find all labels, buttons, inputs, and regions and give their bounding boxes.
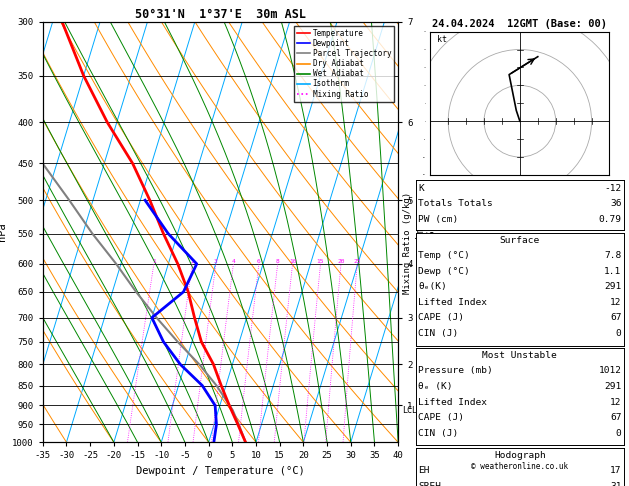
Text: 15: 15	[317, 259, 325, 264]
Text: 1: 1	[152, 259, 156, 264]
Text: 2: 2	[191, 259, 194, 264]
Text: 291: 291	[604, 382, 621, 391]
Text: PW (cm): PW (cm)	[418, 215, 459, 224]
Text: 24.04.2024  12GMT (Base: 00): 24.04.2024 12GMT (Base: 00)	[432, 19, 608, 30]
Text: θₑ(K): θₑ(K)	[418, 282, 447, 292]
Text: 20: 20	[337, 259, 345, 264]
Text: Pressure (mb): Pressure (mb)	[418, 366, 493, 376]
Text: 67: 67	[610, 313, 621, 323]
Text: 12: 12	[610, 398, 621, 407]
Legend: Temperature, Dewpoint, Parcel Trajectory, Dry Adiabat, Wet Adiabat, Isotherm, Mi: Temperature, Dewpoint, Parcel Trajectory…	[294, 26, 394, 102]
Text: 25: 25	[353, 259, 361, 264]
Text: 7.8: 7.8	[604, 251, 621, 260]
Text: 6: 6	[257, 259, 261, 264]
Text: 1012: 1012	[598, 366, 621, 376]
Text: θₑ (K): θₑ (K)	[418, 382, 453, 391]
Title: 50°31'N  1°37'E  30m ASL: 50°31'N 1°37'E 30m ASL	[135, 8, 306, 21]
Text: 1.1: 1.1	[604, 267, 621, 276]
Text: 0: 0	[616, 429, 621, 438]
Text: Lifted Index: Lifted Index	[418, 398, 487, 407]
Text: 12: 12	[610, 298, 621, 307]
Text: CAPE (J): CAPE (J)	[418, 413, 464, 422]
Text: CIN (J): CIN (J)	[418, 429, 459, 438]
Text: SREH: SREH	[418, 482, 442, 486]
Text: 10: 10	[289, 259, 296, 264]
Text: CAPE (J): CAPE (J)	[418, 313, 464, 323]
Text: Most Unstable: Most Unstable	[482, 351, 557, 360]
Text: LCL: LCL	[403, 406, 417, 415]
Text: 0: 0	[616, 329, 621, 338]
Text: 0.79: 0.79	[598, 215, 621, 224]
Text: 31: 31	[610, 482, 621, 486]
Text: 8: 8	[276, 259, 279, 264]
Text: Dewp (°C): Dewp (°C)	[418, 267, 470, 276]
Y-axis label: hPa: hPa	[0, 223, 7, 242]
Y-axis label: km
ASL: km ASL	[415, 223, 437, 241]
Text: Mixing Ratio (g/kg): Mixing Ratio (g/kg)	[403, 192, 412, 294]
Text: EH: EH	[418, 466, 430, 475]
Text: K: K	[418, 184, 424, 193]
Text: kt: kt	[437, 35, 447, 44]
Text: Lifted Index: Lifted Index	[418, 298, 487, 307]
Text: Hodograph: Hodograph	[494, 451, 546, 460]
Text: 3: 3	[214, 259, 218, 264]
Text: CIN (J): CIN (J)	[418, 329, 459, 338]
X-axis label: Dewpoint / Temperature (°C): Dewpoint / Temperature (°C)	[136, 466, 305, 476]
Text: -12: -12	[604, 184, 621, 193]
Text: Surface: Surface	[500, 236, 540, 245]
Text: 17: 17	[610, 466, 621, 475]
Text: 291: 291	[604, 282, 621, 292]
Text: 4: 4	[231, 259, 235, 264]
Text: 67: 67	[610, 413, 621, 422]
Text: © weatheronline.co.uk: © weatheronline.co.uk	[471, 462, 569, 471]
Text: Totals Totals: Totals Totals	[418, 199, 493, 208]
Text: Temp (°C): Temp (°C)	[418, 251, 470, 260]
Text: 36: 36	[610, 199, 621, 208]
